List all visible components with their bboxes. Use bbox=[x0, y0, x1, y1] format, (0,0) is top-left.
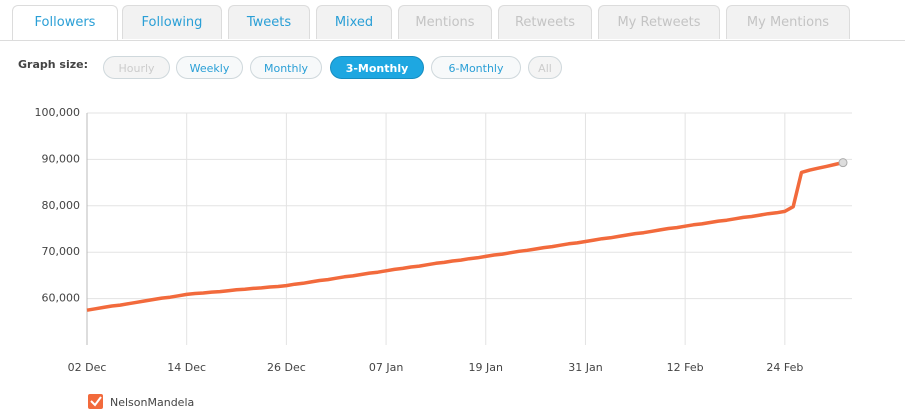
size-button[interactable]: 6-Monthly bbox=[431, 56, 521, 79]
y-tick-label: 60,000 bbox=[42, 292, 81, 305]
y-tick-label: 70,000 bbox=[42, 245, 81, 258]
tab[interactable]: Mentions bbox=[398, 5, 492, 39]
y-tick-label: 80,000 bbox=[42, 199, 81, 212]
x-tick-label: 07 Jan bbox=[369, 361, 403, 374]
x-tick-label: 02 Dec bbox=[68, 361, 107, 374]
x-tick-label: 24 Feb bbox=[766, 361, 803, 374]
tab[interactable]: Retweets bbox=[498, 5, 592, 39]
x-tick-label: 19 Jan bbox=[469, 361, 503, 374]
tab[interactable]: Tweets bbox=[228, 5, 310, 39]
x-tick-label: 12 Feb bbox=[667, 361, 704, 374]
x-tick-label: 14 Dec bbox=[167, 361, 206, 374]
legend-label: NelsonMandela bbox=[110, 396, 194, 409]
tab-divider bbox=[0, 40, 905, 41]
x-tick-label: 31 Jan bbox=[568, 361, 602, 374]
size-button[interactable]: All bbox=[528, 56, 562, 79]
size-button[interactable]: Monthly bbox=[250, 56, 322, 79]
legend-check bbox=[90, 396, 102, 407]
tab[interactable]: Mixed bbox=[316, 5, 392, 39]
tab[interactable]: My Mentions bbox=[726, 5, 850, 39]
end-point bbox=[838, 158, 848, 168]
x-tick-label: 26 Dec bbox=[267, 361, 306, 374]
size-button[interactable]: Hourly bbox=[103, 56, 170, 79]
legend-swatch bbox=[88, 394, 103, 409]
tab[interactable]: Followers bbox=[12, 5, 118, 41]
y-tick-label: 100,000 bbox=[35, 106, 81, 119]
tab[interactable]: My Retweets bbox=[598, 5, 720, 39]
series-line bbox=[86, 160, 844, 312]
size-button[interactable]: 3-Monthly bbox=[330, 56, 424, 79]
tab[interactable]: Following bbox=[122, 5, 222, 39]
size-button[interactable]: Weekly bbox=[176, 56, 243, 79]
y-tick-label: 90,000 bbox=[42, 152, 81, 165]
graph-size-label: Graph size: bbox=[18, 58, 88, 71]
